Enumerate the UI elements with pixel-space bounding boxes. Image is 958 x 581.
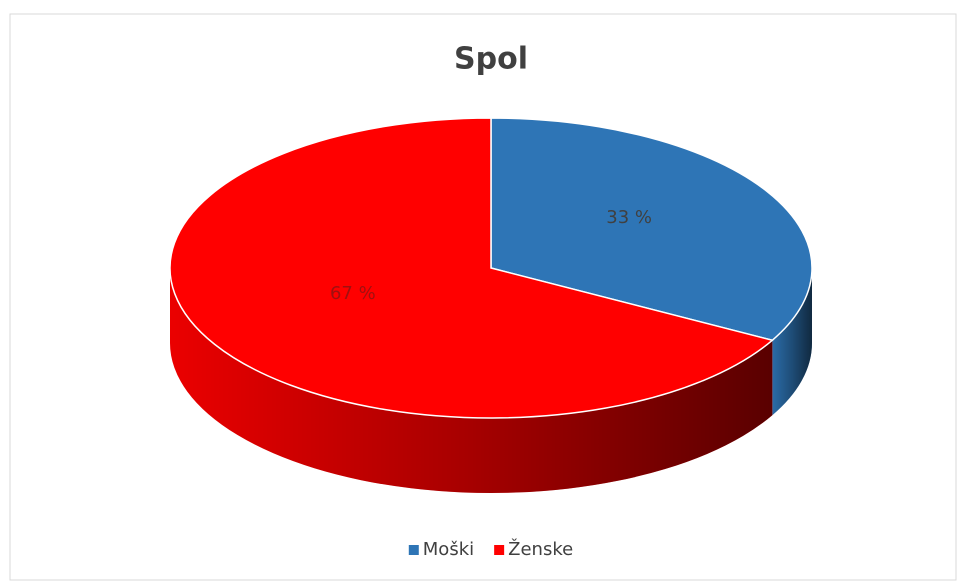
- legend-label: Moški: [423, 539, 474, 560]
- chart-title: Spol: [454, 42, 528, 77]
- pie-slice: [169, 117, 774, 419]
- legend-label: Ženske: [508, 538, 573, 560]
- data-label: 67 %: [330, 283, 376, 304]
- legend-swatch: [408, 545, 419, 555]
- pie-side-shade: [170, 268, 773, 493]
- pie-side-shade: [772, 268, 812, 416]
- data-label: 33 %: [606, 207, 652, 228]
- pie-slice: [490, 117, 813, 342]
- plot: 33 % 67 %: [169, 117, 813, 493]
- legend-swatch: [494, 545, 505, 555]
- legend: Moški Ženske: [408, 538, 573, 560]
